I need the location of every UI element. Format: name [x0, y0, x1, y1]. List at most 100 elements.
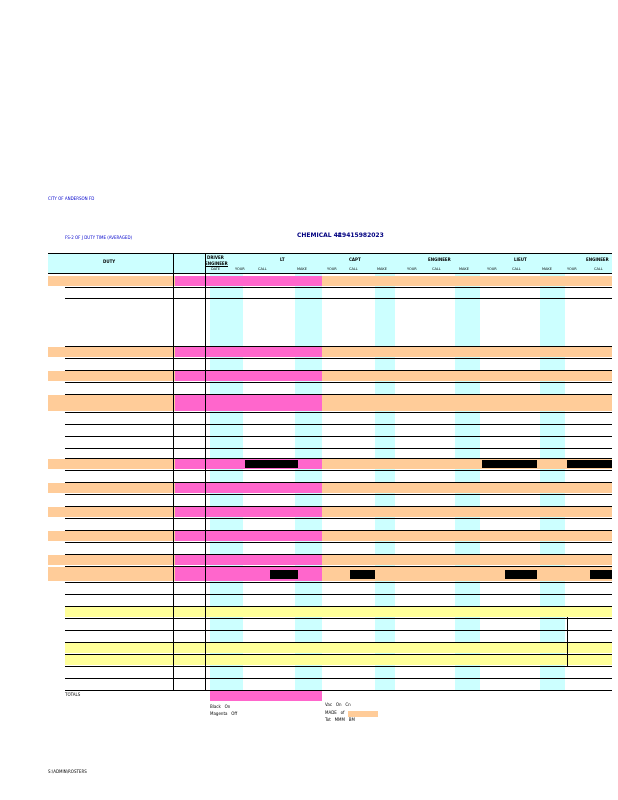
yellow-row — [65, 607, 612, 617]
h-gridline — [65, 554, 612, 555]
pink-segment — [175, 567, 322, 581]
group-header-engineer-2: ENGINEER — [428, 257, 451, 262]
pink-segment — [175, 371, 322, 381]
subcol-label: YOUR — [567, 267, 577, 271]
h-gridline — [65, 654, 612, 655]
subcol-label: CALL — [258, 267, 267, 271]
h-gridline — [65, 436, 612, 437]
black-bar — [245, 460, 298, 468]
legend-item-made: MADE of — [325, 710, 345, 715]
subcol-label: DATE — [211, 267, 221, 271]
subcol-label: MAKE — [297, 267, 307, 271]
orange-row — [48, 276, 612, 286]
black-bar — [567, 460, 612, 468]
pink-segment — [175, 347, 322, 357]
subcol-label: CALL — [594, 267, 603, 271]
subcol-label: CALL — [349, 267, 358, 271]
group-header-engineer-3: ENGINEER — [586, 257, 609, 262]
orange-row — [48, 531, 612, 541]
h-gridline — [65, 358, 612, 359]
h-gridline — [65, 394, 612, 395]
group-header-lt: LT — [280, 257, 285, 262]
sheet-subtitle: FS-2 OF J DUTY TIME (AVERAGED) — [65, 235, 133, 240]
subcol-label: CALL — [432, 267, 441, 271]
subcol-label: MAKE — [377, 267, 387, 271]
totals-pink-bar — [210, 691, 322, 701]
legend-item-magenta: Magenta Off — [210, 711, 238, 716]
h-gridline — [65, 666, 612, 667]
orange-row — [48, 459, 612, 469]
sheet-serial: #9415982023 — [337, 232, 384, 239]
h-gridline — [65, 382, 612, 383]
v-gridline — [567, 617, 568, 667]
orange-row — [48, 507, 612, 517]
h-gridline — [65, 494, 612, 495]
group-header-engineer: ENGINEER — [205, 261, 228, 267]
subcol-label: CALL — [512, 267, 521, 271]
black-bar — [270, 570, 298, 579]
pink-segment — [175, 483, 322, 493]
legend-orange-swatch — [348, 711, 378, 717]
group-header-capt: CAPT — [349, 257, 361, 262]
h-gridline — [65, 370, 612, 371]
pink-segment — [175, 276, 322, 286]
h-gridline — [65, 594, 612, 595]
h-gridline — [65, 458, 612, 459]
h-gridline — [65, 346, 612, 347]
legend-item-black: Black On — [210, 704, 231, 709]
black-bar — [590, 570, 612, 579]
pink-segment — [175, 555, 322, 565]
black-bar — [482, 460, 537, 468]
h-gridline — [65, 542, 612, 543]
h-gridline — [65, 678, 612, 679]
orange-row — [48, 347, 612, 357]
legend-item-tot: Tot MMM BM — [325, 717, 355, 722]
subcol-label: YOUR — [327, 267, 337, 271]
orange-row — [48, 555, 612, 565]
h-gridline — [65, 424, 612, 425]
orange-row — [48, 395, 612, 411]
city-text: CITY OF ANDERSON FD — [48, 196, 95, 201]
pink-segment — [175, 507, 322, 517]
subcol-label: YOUR — [407, 267, 417, 271]
black-bar — [350, 570, 375, 579]
pink-segment — [175, 531, 322, 541]
legend-item-vac: Vac On Cn — [325, 702, 351, 707]
pink-segment — [175, 395, 322, 411]
h-gridline — [65, 470, 612, 471]
h-gridline — [65, 298, 612, 299]
footer-path: S:\ADMIN\ROSTERS — [48, 769, 87, 774]
duty-column-header: DUTY — [103, 259, 116, 264]
h-gridline — [65, 448, 612, 449]
sheet-title: CHEMICAL 41 — [297, 232, 343, 239]
subcol-label: MAKE — [459, 267, 469, 271]
subcol-label: YOUR — [487, 267, 497, 271]
h-gridline — [65, 530, 612, 531]
orange-row — [48, 483, 612, 493]
h-gridline — [65, 618, 612, 619]
table-header: DUTY DRIVER ENGINEER LT CAPT ENGINEER LI… — [48, 253, 612, 274]
h-gridline — [65, 606, 612, 607]
h-gridline — [65, 518, 612, 519]
group-header-lieut: LIEUT — [514, 257, 527, 262]
h-gridline — [65, 412, 612, 413]
yellow-row — [65, 655, 612, 665]
h-gridline — [65, 287, 612, 288]
subcol-label: MAKE — [542, 267, 552, 271]
h-gridline — [65, 630, 612, 631]
v-gridline — [205, 253, 206, 690]
yellow-row — [65, 643, 612, 653]
totals-label: TOTALS — [65, 692, 81, 697]
h-gridline — [65, 482, 612, 483]
orange-row — [48, 371, 612, 381]
h-gridline — [65, 582, 612, 583]
h-gridline — [65, 690, 612, 691]
v-gridline — [173, 253, 174, 690]
group-header-driver: DRIVER — [207, 255, 224, 260]
subcol-label: YOUR — [235, 267, 245, 271]
h-gridline — [65, 642, 612, 643]
black-bar — [505, 570, 537, 579]
h-gridline — [65, 566, 612, 567]
h-gridline — [65, 506, 612, 507]
